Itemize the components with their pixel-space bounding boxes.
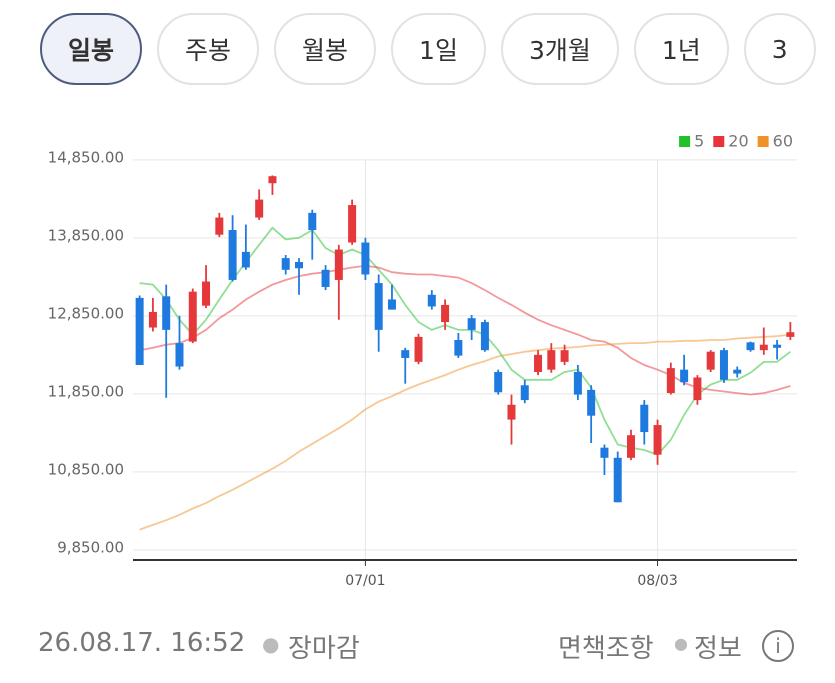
disclaimer-link[interactable]: 면책조항 [558,634,654,664]
candle-body [507,404,516,420]
candle-body [361,242,370,275]
candle-body [255,199,264,218]
candle-body [627,435,635,458]
candle-body [560,350,569,362]
legend-swatch [757,136,769,147]
period-tab[interactable]: 1일 [391,13,486,85]
legend-label: 20 [728,132,748,151]
info-link[interactable]: 정보 [694,634,742,664]
market-status: 장마감 [288,634,360,664]
candle-body [441,304,450,323]
candle-body [666,368,675,394]
candle-body [188,291,197,342]
candle-body [587,389,596,416]
candle-body [786,332,795,337]
candle-body [148,311,157,328]
legend-swatch [679,136,691,147]
y-tick-label: 10,850.00 [48,460,124,478]
period-tab[interactable]: 주봉 [157,13,260,85]
candle-body [613,457,622,503]
legend-swatch [713,136,725,147]
legend-label: 60 [773,132,793,151]
chart: 14,850.00 13,850.00 12,850.00 11,850.00 10,8… [48,132,797,589]
candle-body [348,205,357,243]
period-tab[interactable]: 1년 [633,13,729,85]
candle-body [295,262,303,269]
candle-body [414,336,423,362]
candle-body [520,385,529,401]
candle-body [773,344,782,348]
candle-body [680,369,689,383]
candle-body [175,343,184,367]
candle-body [281,258,290,270]
candle-body [401,350,410,358]
candle-body [653,425,662,455]
candle-body [321,269,330,287]
candle-body [733,369,742,374]
candle-body [480,322,489,351]
timestamp: 26.08.17. 16:52 [38,628,246,658]
candle-body [427,294,436,307]
candle-body [454,340,463,356]
period-tabs: 일봉 주봉 월봉 1일 3개월 1년 3 [40,13,816,85]
candle-body [547,350,556,370]
y-tick-label: 11,850.00 [48,382,124,400]
candle-body [334,249,343,280]
candle-body [135,297,144,365]
candle-body [387,299,396,310]
moving-average-line [139,333,791,531]
candle-body [600,447,609,458]
period-tab[interactable]: 일봉 [40,13,143,85]
period-tab[interactable]: 월봉 [274,13,377,85]
candle-body [467,318,476,330]
candle-body [640,404,649,433]
period-tab[interactable]: 3 [743,13,816,85]
candle-body [374,283,383,330]
y-tick-label: 9,850.00 [57,538,124,556]
candle-body [693,377,702,401]
separator: ● [674,634,688,653]
candle-body [202,281,211,306]
period-tab[interactable]: 3개월 [500,13,619,85]
candle-body [534,354,543,373]
legend-label: 5 [694,132,704,151]
candle-body [494,372,503,393]
candle-body [215,217,224,235]
x-tick-label: 07/01 [345,573,385,589]
candle-body [241,251,250,268]
y-tick-label: 13,850.00 [48,226,124,244]
y-tick-label: 12,850.00 [48,304,124,322]
y-tick-label: 14,850.00 [48,148,124,166]
candle-body [706,351,715,370]
separator: ● [262,632,280,656]
candle-body [308,212,317,231]
candle-body [162,296,171,330]
candle-body [759,344,768,351]
candle-body [719,350,728,380]
candle-body [746,342,755,351]
candle-body [573,372,582,395]
footer: 26.08.17. 16:52 ● 장마감 면책조항 ● 정보 i [0,628,835,672]
candle-body [228,230,237,280]
x-tick-label: 08/03 [637,573,677,589]
candle-body [268,176,277,184]
info-icon[interactable]: i [762,630,794,662]
